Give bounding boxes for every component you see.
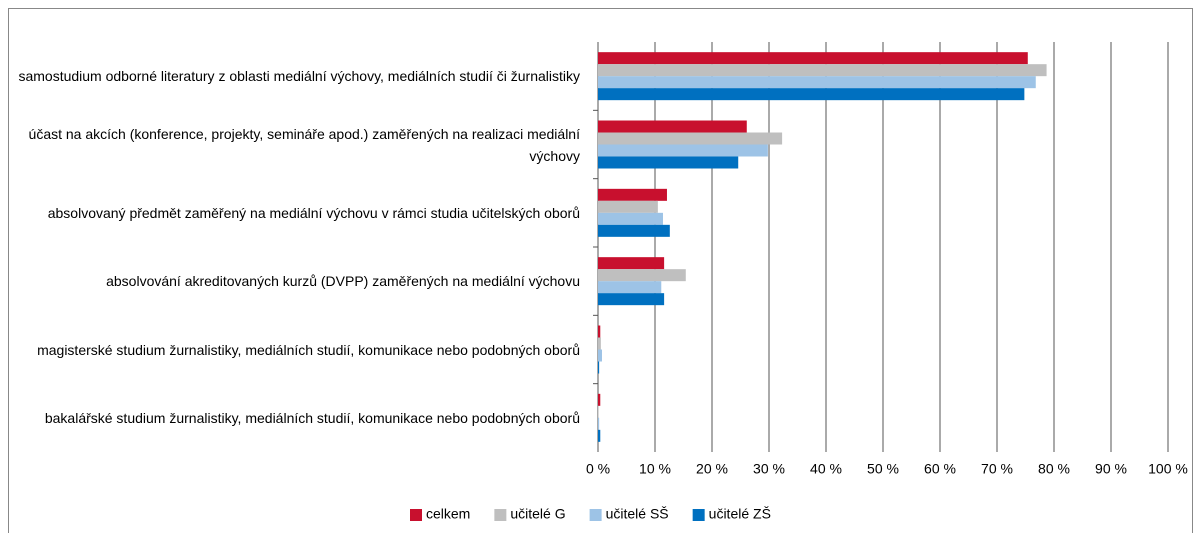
x-tick-label: 30 % xyxy=(753,461,785,477)
x-tick-label: 70 % xyxy=(981,461,1013,477)
bar xyxy=(598,393,601,406)
bar xyxy=(598,200,658,213)
bar xyxy=(598,361,600,374)
bar xyxy=(598,269,686,282)
x-tick-label: 50 % xyxy=(867,461,899,477)
bar xyxy=(598,132,783,145)
bar xyxy=(598,76,1036,89)
category-label: bakalářské studium žurnalistiky, mediáln… xyxy=(44,409,580,426)
legend-label: učitelé SŠ xyxy=(606,506,669,522)
bar xyxy=(598,337,601,350)
category-label: samostudium odborné literatury z oblasti… xyxy=(18,68,580,85)
x-tick-label: 40 % xyxy=(810,461,842,477)
bar xyxy=(598,349,602,362)
bar xyxy=(598,212,663,225)
bar xyxy=(598,293,665,306)
x-tick-label: 100 % xyxy=(1148,461,1188,477)
x-tick-label: 20 % xyxy=(696,461,728,477)
bar xyxy=(598,417,600,430)
bar xyxy=(598,188,667,201)
legend-swatch xyxy=(589,509,602,521)
x-tick-label: 60 % xyxy=(924,461,956,477)
bar xyxy=(598,144,768,157)
category-label: účast na akcích (konference, projekty, s… xyxy=(28,125,580,164)
legend-swatch xyxy=(410,509,422,521)
x-tick-label: 80 % xyxy=(1038,461,1070,477)
bar xyxy=(598,64,1047,77)
category-label: absolvování akreditovaných kurzů (DVPP) … xyxy=(106,273,580,290)
category-label: absolvovaný předmět zaměřený na mediální… xyxy=(47,204,580,221)
legend-swatch xyxy=(494,509,507,521)
bar xyxy=(598,429,601,442)
bar xyxy=(598,120,747,133)
legend-label: celkem xyxy=(426,506,470,522)
category-label: magisterské studium žurnalistiky, mediál… xyxy=(37,341,580,358)
bar xyxy=(598,257,665,270)
x-tick-label: 90 % xyxy=(1095,461,1127,477)
legend-swatch xyxy=(692,509,705,521)
bar xyxy=(598,281,662,294)
legend-label: učitelé ZŠ xyxy=(709,506,771,522)
x-tick-label: 0 % xyxy=(586,461,610,477)
bar xyxy=(598,88,1025,101)
bar xyxy=(598,325,601,338)
chart-border xyxy=(8,8,1193,533)
bar xyxy=(598,156,739,169)
bar xyxy=(598,52,1028,65)
legend-label: učitelé G xyxy=(510,506,565,522)
x-tick-label: 10 % xyxy=(639,461,671,477)
bar xyxy=(598,224,670,237)
bar xyxy=(598,405,599,418)
